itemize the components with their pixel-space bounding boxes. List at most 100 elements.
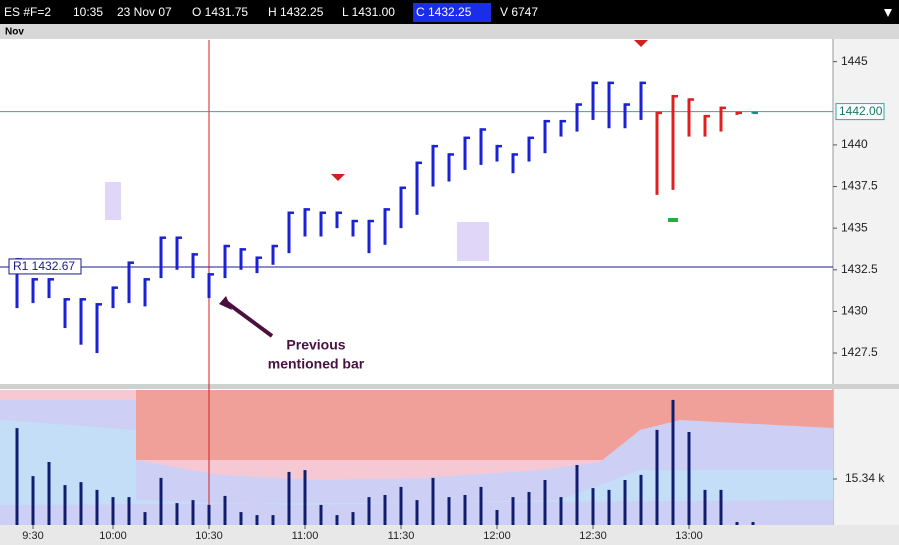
price-bar-tick	[65, 298, 70, 301]
volume-bar	[415, 500, 419, 525]
price-bar-tick	[177, 236, 182, 239]
volume-bar	[431, 477, 435, 525]
price-bar	[15, 258, 19, 309]
volume-bar	[223, 495, 227, 525]
price-bar	[639, 81, 643, 120]
volume-bar	[319, 504, 323, 525]
price-bar	[463, 136, 467, 170]
volume-bar	[671, 399, 675, 525]
volume-bar	[383, 495, 387, 525]
price-bar	[719, 106, 723, 132]
price-bar	[303, 208, 307, 237]
close-highlight	[413, 3, 491, 22]
price-bar	[671, 94, 675, 190]
price-bar	[335, 211, 339, 229]
volume-bar	[543, 480, 547, 525]
volume-bar	[527, 492, 531, 525]
close: C 1432.25	[416, 5, 472, 19]
price-bar-tick	[561, 119, 566, 123]
price-bar	[47, 278, 51, 299]
price-bar-tick	[305, 208, 310, 211]
price-bar	[239, 248, 243, 270]
price-bar-tick	[433, 144, 438, 148]
price-bar-tick	[321, 211, 326, 214]
marker	[331, 174, 345, 181]
price-bar	[591, 81, 595, 120]
open: O 1431.75	[192, 5, 248, 19]
price-bar	[63, 298, 67, 329]
price-bar	[207, 273, 211, 299]
price-bar	[319, 211, 323, 237]
price-bar-tick	[609, 81, 614, 85]
price-bar-tick	[545, 119, 550, 123]
highlight-box	[457, 222, 489, 261]
price-bar-tick	[529, 136, 534, 140]
x-tick-label: 10:30	[195, 530, 223, 542]
price-label: 1442.00	[839, 104, 883, 118]
highlight-box	[105, 182, 121, 220]
price-bar	[559, 119, 563, 137]
price-bar	[399, 186, 403, 229]
volume-bar	[351, 512, 355, 525]
price-bar-tick	[49, 278, 54, 281]
price-bar-tick	[129, 261, 134, 264]
price-bar-tick	[97, 303, 102, 306]
price-bar	[175, 236, 179, 270]
x-tick-label: 11:30	[388, 530, 415, 542]
price-bar-tick	[593, 81, 598, 85]
price-bar	[575, 103, 579, 132]
volume-bar	[447, 497, 451, 525]
panel-label-bar	[0, 24, 899, 39]
volume-bar	[511, 497, 515, 525]
volume-bar	[399, 486, 403, 525]
price-bar-tick	[273, 244, 278, 248]
y-tick-label: 1427.5	[841, 345, 878, 359]
axis-area	[833, 39, 899, 545]
price-bar	[431, 144, 435, 187]
dropdown-icon[interactable]	[884, 9, 892, 17]
price-bar	[607, 81, 611, 129]
price-bar	[271, 244, 275, 265]
y-tick-label: 1437.5	[841, 179, 878, 193]
price-bar-tick	[289, 211, 294, 214]
volume-bar	[79, 482, 83, 525]
x-tick-label: 13:00	[675, 530, 703, 542]
volume: V 6747	[500, 5, 538, 19]
price-bar-tick	[353, 219, 358, 223]
price-bar	[111, 286, 115, 309]
price-bar	[31, 278, 35, 304]
annotation: Previous	[286, 337, 345, 353]
volume-bar	[735, 522, 739, 525]
price-bar	[511, 153, 515, 174]
price-bar-tick	[737, 111, 742, 115]
volume-bar	[15, 428, 19, 525]
volume-bar	[191, 500, 195, 525]
price-bar-tick	[209, 273, 214, 276]
x-tick-label: 12:30	[579, 530, 607, 542]
volume-bar	[575, 465, 579, 525]
price-bar-tick	[641, 81, 646, 85]
price-bar-tick	[193, 253, 198, 256]
marker	[668, 218, 678, 222]
volume-bar	[255, 515, 259, 525]
price-bar	[495, 144, 499, 162]
volume-bar	[687, 432, 691, 525]
price-bar	[687, 98, 691, 137]
price-bar-tick	[257, 256, 262, 259]
volume-bar	[495, 510, 499, 525]
y-tick-label: 1440	[841, 137, 868, 151]
price-bar-tick	[689, 98, 694, 101]
price-label-box	[835, 103, 885, 121]
price-bar	[655, 111, 659, 195]
price-bar	[127, 261, 131, 304]
price-bar	[367, 219, 371, 254]
price-bar-tick	[385, 208, 390, 211]
price-bar-tick	[161, 236, 166, 239]
price-bar-tick	[721, 106, 726, 110]
x-tick-label: 9:30	[22, 530, 43, 542]
volume-bar	[159, 477, 163, 525]
volume-bar	[175, 503, 179, 525]
price-bar	[79, 298, 83, 345]
price-bar	[255, 256, 259, 274]
price-bar	[543, 119, 547, 154]
